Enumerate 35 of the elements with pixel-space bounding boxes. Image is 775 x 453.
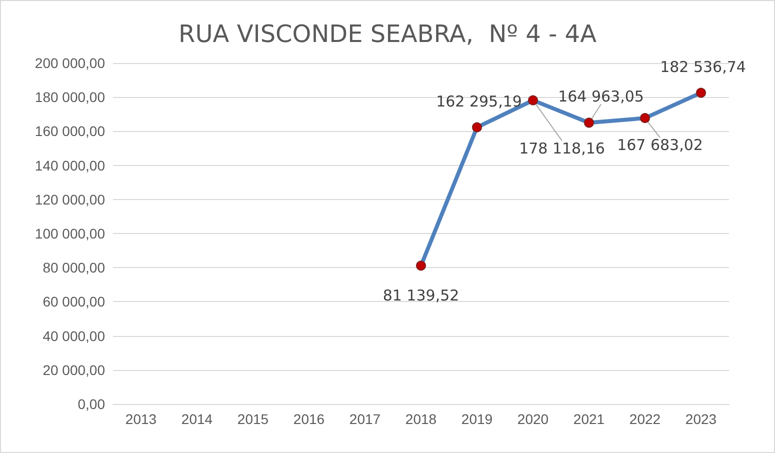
y-tick-label: 100 000,00 xyxy=(34,226,106,242)
point xyxy=(416,260,426,271)
y-tick-label: 180 000,00 xyxy=(34,89,106,106)
point xyxy=(640,113,650,124)
x-tick-label: 2020 xyxy=(517,411,549,427)
data-label: 81 139,52 xyxy=(382,286,460,305)
data-label: 164 963,05 xyxy=(558,88,644,106)
data-label: 167 683,02 xyxy=(617,136,703,154)
x-tick-label: 2018 xyxy=(405,411,437,427)
point xyxy=(528,95,538,106)
x-tick-label: 2013 xyxy=(125,411,157,427)
x-tick-label: 2016 xyxy=(293,411,325,427)
x-tick-label: 2021 xyxy=(573,411,605,427)
x-tick-label: 2019 xyxy=(461,411,493,427)
x-tick-label: 2023 xyxy=(685,411,717,427)
data-label: 182 536,74 xyxy=(660,58,746,76)
point xyxy=(696,88,706,98)
x-tick-label: 2022 xyxy=(629,411,661,427)
x-tick-label: 2014 xyxy=(181,411,213,427)
y-tick-label: 40 000,00 xyxy=(42,328,106,344)
y-tick-label: 80 000,00 xyxy=(42,260,106,276)
y-tick-label: 60 000,00 xyxy=(42,294,106,310)
chart-title: RUA VISCONDE SEABRA, Nº 4 - 4A xyxy=(178,20,598,48)
y-tick-label: 0,00 xyxy=(78,396,106,412)
y-tick-label: 20 000,00 xyxy=(42,362,106,378)
x-tick-label: 2017 xyxy=(349,411,381,427)
y-tick-label: 140 000,00 xyxy=(34,157,106,174)
point xyxy=(472,122,482,132)
y-tick-label: 200 000,00 xyxy=(34,55,106,71)
y-tick-label: 160 000,00 xyxy=(34,123,106,140)
data-label: 162 295,19 xyxy=(436,92,522,110)
point xyxy=(584,118,594,128)
x-tick-label: 2015 xyxy=(237,411,269,427)
data-label: 178 118,16 xyxy=(519,139,605,158)
y-tick-label: 120 000,00 xyxy=(34,191,106,208)
